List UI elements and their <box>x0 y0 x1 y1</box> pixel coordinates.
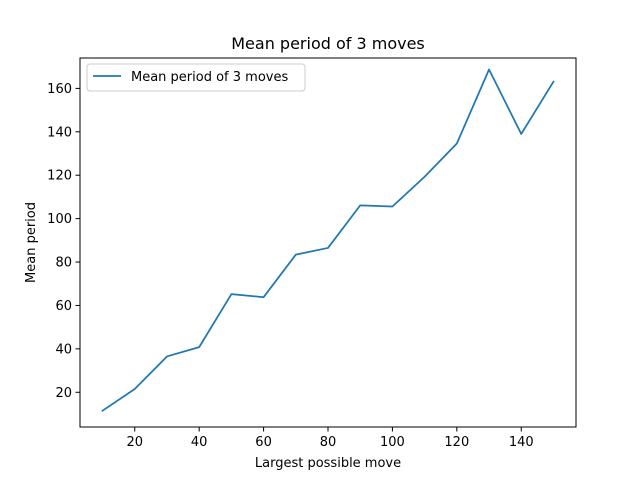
data-point <box>101 410 103 412</box>
y-tick-label: 120 <box>47 169 72 184</box>
chart-title: Mean period of 3 moves <box>231 34 425 53</box>
legend-series-label: Mean period of 3 moves <box>131 70 288 85</box>
axis-ticks: 20 40 60 80 100 120 140 20 40 60 80 100 120 140 160 <box>47 82 533 450</box>
data-point <box>520 133 522 135</box>
legend: Mean period of 3 moves <box>86 63 306 92</box>
y-tick-label: 60 <box>55 299 72 314</box>
data-point <box>230 293 232 295</box>
data-point <box>134 388 136 390</box>
plot-area <box>101 68 555 412</box>
y-axis-label: Mean period <box>24 202 39 283</box>
y-tick-label: 100 <box>47 212 72 227</box>
y-tick-label: 20 <box>55 386 72 401</box>
x-tick-label: 80 <box>320 435 337 450</box>
data-point <box>262 296 264 298</box>
data-point <box>295 253 297 255</box>
x-tick-label: 20 <box>126 435 143 450</box>
data-point <box>359 204 361 206</box>
data-point <box>391 205 393 207</box>
x-axis-label: Largest possible move <box>255 456 401 471</box>
y-tick-label: 140 <box>47 125 72 140</box>
x-tick-label: 60 <box>255 435 272 450</box>
data-point <box>552 80 554 82</box>
x-tick-label: 40 <box>191 435 208 450</box>
x-tick-label: 100 <box>380 435 405 450</box>
data-point <box>327 247 329 249</box>
y-tick-label: 160 <box>47 82 72 97</box>
series-line <box>101 68 555 412</box>
x-tick-label: 120 <box>444 435 469 450</box>
y-tick-label: 40 <box>55 342 72 357</box>
legend-box <box>86 63 306 92</box>
data-point <box>488 68 490 70</box>
x-tick-label: 140 <box>509 435 534 450</box>
y-tick-label: 80 <box>55 256 72 271</box>
data-point <box>166 355 168 357</box>
data-point <box>198 346 200 348</box>
data-point <box>456 142 458 144</box>
data-point <box>423 176 425 178</box>
